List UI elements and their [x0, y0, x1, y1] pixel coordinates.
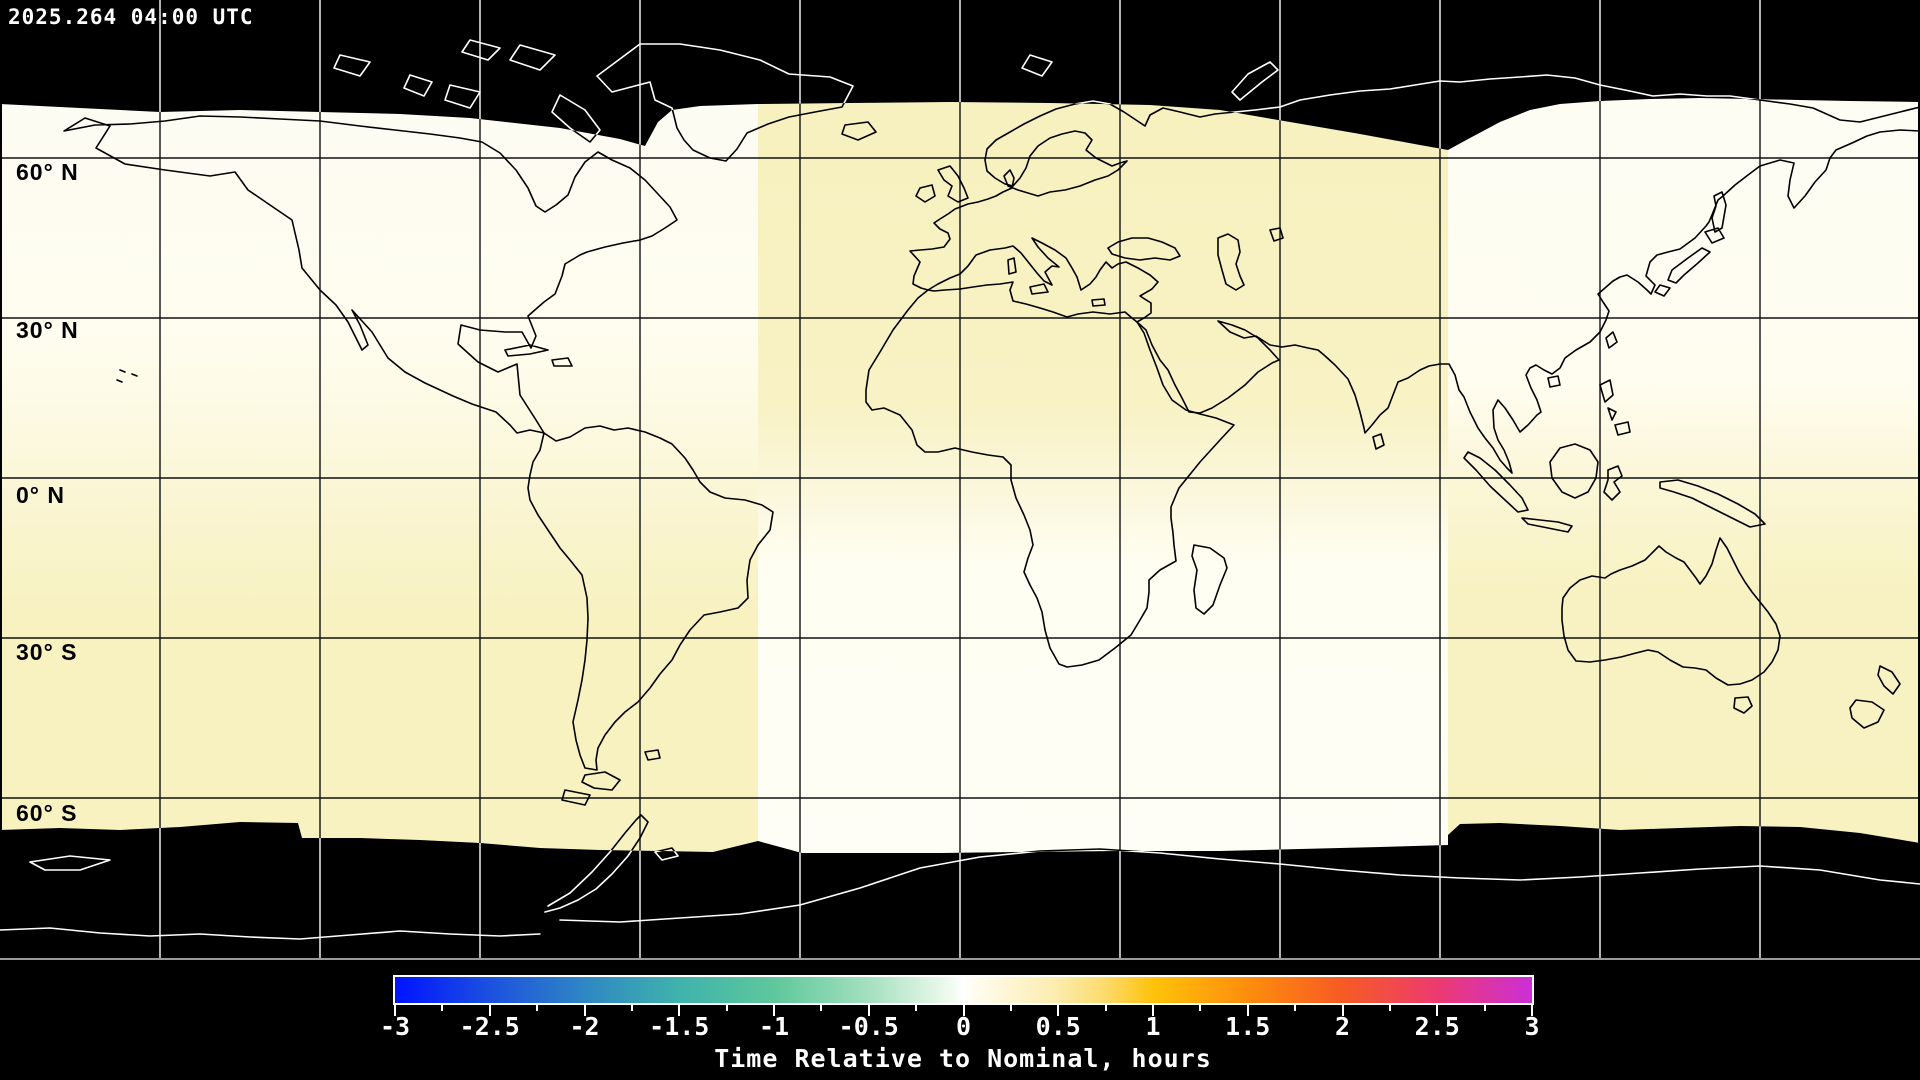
colorbar-major-tick — [867, 1003, 870, 1016]
map-side-frame — [0, 98, 1920, 853]
latitude-label-30n: 30° N — [16, 317, 79, 343]
colorbar-major-tick — [678, 1003, 681, 1016]
colorbar-minor-tick — [915, 1003, 918, 1011]
colorbar-title: Time Relative to Nominal, hours — [714, 1044, 1212, 1073]
colorbar-minor-tick — [1388, 1003, 1391, 1011]
latitude-label-30s: 30° S — [16, 639, 78, 665]
colorbar-gradient — [393, 975, 1534, 1005]
colorbar-major-tick — [1152, 1003, 1154, 1016]
latitude-label-0n: 0° N — [16, 482, 65, 508]
colorbar-tick-labels: -3 -2.5 -2 -1.5 -1 -0.5 0 0.5 1 1.5 2 2.5 3 — [380, 1012, 1540, 1042]
colorbar-tick-label: -1.5 — [649, 1012, 710, 1041]
colorbar-minor-tick — [820, 1003, 823, 1011]
colorbar-minor-tick — [1009, 1003, 1012, 1011]
colorbar-major-tick — [394, 1003, 396, 1016]
colorbar-minor-tick — [1199, 1003, 1202, 1011]
colorbar-tick-label: 3 — [1524, 1012, 1540, 1041]
colorbar-tick-label: -2 — [569, 1012, 600, 1041]
colorbar-tick-label: 1 — [1145, 1012, 1161, 1041]
colorbar-ticks — [394, 1003, 1533, 1019]
colorbar-minor-tick — [536, 1003, 539, 1011]
colorbar-major-tick — [1246, 1003, 1249, 1016]
colorbar-tick-label: -3 — [379, 1012, 411, 1041]
colorbar-minor-tick — [1483, 1003, 1486, 1011]
latitude-label-60s: 60° S — [16, 800, 78, 826]
colorbar-tick-label: -2.5 — [459, 1012, 520, 1041]
colorbar-minor-tick — [441, 1003, 444, 1011]
colorbar-minor-tick — [1104, 1003, 1107, 1011]
colorbar-major-tick — [488, 1003, 491, 1016]
colorbar-tick-label: 0 — [955, 1012, 972, 1041]
colorbar-tick-label: 2.5 — [1414, 1012, 1460, 1041]
colorbar-tick-label: 2 — [1334, 1012, 1351, 1041]
colorbar-tick-label: -0.5 — [838, 1012, 899, 1041]
latitude-label-60n: 60° N — [16, 159, 79, 185]
world-coverage-map — [0, 0, 1920, 960]
colorbar-major-tick — [1531, 1003, 1533, 1016]
colorbar-minor-tick — [630, 1003, 633, 1011]
colorbar-major-tick — [1341, 1003, 1344, 1016]
map-bottom-frame — [0, 958, 1920, 960]
colorbar-minor-tick — [725, 1003, 728, 1011]
colorbar-major-tick — [583, 1003, 586, 1016]
colorbar-major-tick — [773, 1003, 775, 1016]
timestamp-label: 2025.264 04:00 UTC — [8, 5, 254, 29]
colorbar-major-tick — [1436, 1003, 1439, 1016]
colorbar-minor-tick — [1294, 1003, 1297, 1011]
colorbar-tick-label: 0.5 — [1035, 1012, 1081, 1041]
colorbar-major-tick — [962, 1003, 965, 1016]
colorbar-tick-label: -1 — [758, 1012, 790, 1041]
colorbar-tick-label: 1.5 — [1225, 1012, 1271, 1041]
coverage-band-asia-australia — [1448, 98, 1920, 843]
colorbar-major-tick — [1057, 1003, 1060, 1016]
